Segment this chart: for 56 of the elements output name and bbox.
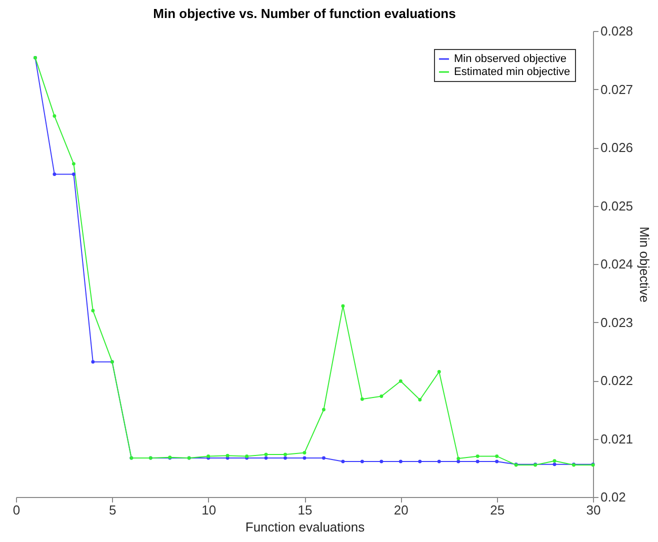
x-tick-label: 0 xyxy=(12,502,20,518)
x-tick-label: 10 xyxy=(202,502,216,518)
y-tick-label: 0.025 xyxy=(600,198,634,214)
y-tick-label: 0.022 xyxy=(600,373,634,388)
point xyxy=(380,460,384,464)
x-axis-title: Function evaluations xyxy=(245,520,366,534)
point xyxy=(476,454,480,458)
point xyxy=(91,360,95,364)
y-tick-label: 0.02 xyxy=(600,490,626,504)
point xyxy=(72,162,76,166)
y-tick-label: 0.023 xyxy=(600,314,634,330)
point xyxy=(360,397,364,401)
point xyxy=(341,304,345,308)
point xyxy=(552,459,556,463)
chart-title: Min objective vs. Number of function evaluations xyxy=(153,6,456,21)
y-tick-label: 0.027 xyxy=(600,82,634,97)
legend-label: Min observed objective xyxy=(454,53,567,65)
y-axis-title: Min objective xyxy=(637,226,652,302)
y-tick-label: 0.028 xyxy=(600,24,634,38)
point xyxy=(398,460,402,464)
y-tick-label: 0.026 xyxy=(600,140,634,155)
point xyxy=(302,456,306,460)
point xyxy=(284,452,287,456)
point xyxy=(72,172,76,176)
point xyxy=(226,454,230,458)
point xyxy=(456,460,460,464)
point xyxy=(52,114,56,118)
x-tick-label: 30 xyxy=(586,502,601,518)
point xyxy=(418,460,422,464)
point xyxy=(341,460,345,464)
x-tick-label: 25 xyxy=(490,502,505,518)
point xyxy=(284,456,287,460)
point xyxy=(552,462,556,466)
point xyxy=(91,308,95,312)
point xyxy=(264,452,268,456)
x-tick-label: 5 xyxy=(109,502,116,518)
point xyxy=(495,454,499,458)
legend-label: Estimated min objective xyxy=(454,66,570,78)
point xyxy=(302,451,306,454)
point xyxy=(437,370,441,374)
point xyxy=(322,456,326,460)
point xyxy=(322,408,326,412)
point xyxy=(456,456,460,460)
point xyxy=(264,456,268,460)
point xyxy=(476,460,480,464)
x-tick-label: 20 xyxy=(394,502,408,518)
y-tick-label: 0.024 xyxy=(600,256,634,272)
point xyxy=(418,398,422,402)
point xyxy=(52,172,56,176)
point xyxy=(360,460,364,464)
x-tick-label: 15 xyxy=(298,502,312,518)
point xyxy=(380,394,384,398)
y-tick-label: 0.021 xyxy=(600,431,634,446)
point xyxy=(437,460,441,464)
point xyxy=(398,379,402,383)
point xyxy=(495,460,499,464)
